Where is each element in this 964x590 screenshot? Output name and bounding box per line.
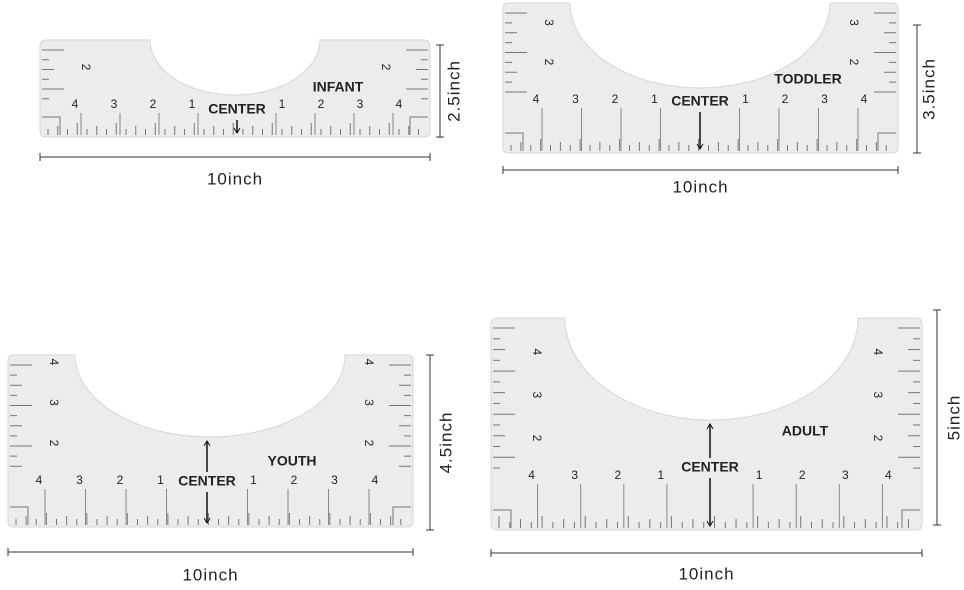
size-name: TODDLER <box>774 71 841 87</box>
ruler-number: 2 <box>612 92 619 106</box>
ruler-number: 1 <box>651 92 658 106</box>
ruler-number: 1 <box>658 468 665 482</box>
ruler-number: 4 <box>36 473 43 487</box>
height-label: 3.5inch <box>919 58 938 120</box>
arrow-head <box>696 143 704 150</box>
arrow-head <box>203 440 211 447</box>
ruler-number: 2 <box>117 473 124 487</box>
corner-mark <box>409 116 428 135</box>
ruler-number: 4 <box>372 473 379 487</box>
ruler-number: 4 <box>528 468 535 482</box>
ruler-number: 4 <box>396 97 403 111</box>
ruler-number: 4 <box>861 92 868 106</box>
ruler-number: 4 <box>72 97 79 111</box>
ruler-number: 2 <box>871 435 885 442</box>
ruler-number: 2 <box>847 59 861 66</box>
ruler-number: 2 <box>318 97 325 111</box>
ruler-number: 3 <box>331 473 338 487</box>
ruler-body <box>490 317 923 531</box>
center-label: CENTER <box>208 101 266 117</box>
ruler-number: 2 <box>614 468 621 482</box>
ruler-number: 2 <box>379 64 393 71</box>
size-name: INFANT <box>313 79 364 95</box>
ruler-number: 1 <box>742 92 749 106</box>
ruler-number: 3 <box>842 468 849 482</box>
width-label: 10inch <box>207 169 263 188</box>
ruler-number: 3 <box>362 399 376 406</box>
ruler-number: 4 <box>362 359 376 366</box>
ruler-number: 3 <box>847 19 861 26</box>
ruler-number: 3 <box>111 97 118 111</box>
ruler-number: 2 <box>530 435 544 442</box>
ruler-number: 4 <box>533 92 540 106</box>
arrow-head <box>233 127 241 134</box>
ruler-body <box>7 354 414 528</box>
ruler-number: 2 <box>782 92 789 106</box>
height-label: 4.5inch <box>436 412 455 474</box>
center-label: CENTER <box>681 459 739 475</box>
corner-mark <box>901 509 920 528</box>
ruler-body <box>502 2 899 154</box>
ruler-number: 3 <box>571 468 578 482</box>
ruler-number: 1 <box>250 473 257 487</box>
ruler-number: 1 <box>189 97 196 111</box>
ruler-number: 2 <box>542 59 556 66</box>
ruler-number: 4 <box>871 348 885 355</box>
ruler-number: 2 <box>47 440 61 447</box>
corner-mark <box>493 509 512 528</box>
ruler-number: 3 <box>871 392 885 399</box>
arrow-head <box>706 520 714 527</box>
ruler-number: 3 <box>821 92 828 106</box>
ruler-body <box>39 39 431 138</box>
width-label: 10inch <box>678 564 734 583</box>
corner-mark <box>877 132 896 151</box>
ruler-number: 4 <box>530 348 544 355</box>
height-label: 5inch <box>944 395 963 441</box>
ruler-number: 2 <box>150 97 157 111</box>
arrow-head <box>706 423 714 430</box>
height-label: 2.5inch <box>444 60 463 122</box>
width-label: 10inch <box>182 565 238 584</box>
ruler-number: 2 <box>362 440 376 447</box>
ruler-number: 4 <box>885 468 892 482</box>
ruler-number: 3 <box>530 392 544 399</box>
arrow-head <box>203 517 211 524</box>
ruler-number: 2 <box>291 473 298 487</box>
ruler-number: 1 <box>279 97 286 111</box>
ruler-number: 4 <box>47 359 61 366</box>
corner-mark <box>392 506 411 525</box>
ruler-number: 3 <box>542 19 556 26</box>
ruler-number: 2 <box>79 64 93 71</box>
ruler-number: 3 <box>357 97 364 111</box>
center-label: CENTER <box>671 93 729 109</box>
size-name: YOUTH <box>268 453 317 469</box>
ruler-number: 1 <box>756 468 763 482</box>
size-name: ADULT <box>782 423 829 439</box>
ruler-number: 3 <box>572 92 579 106</box>
corner-mark <box>42 116 61 135</box>
width-label: 10inch <box>672 177 728 196</box>
ruler-number: 3 <box>76 473 83 487</box>
ruler-number: 2 <box>799 468 806 482</box>
ruler-number: 1 <box>157 473 164 487</box>
ruler-number: 3 <box>47 399 61 406</box>
corner-mark <box>10 506 29 525</box>
corner-mark <box>505 132 524 151</box>
center-label: CENTER <box>178 473 236 489</box>
